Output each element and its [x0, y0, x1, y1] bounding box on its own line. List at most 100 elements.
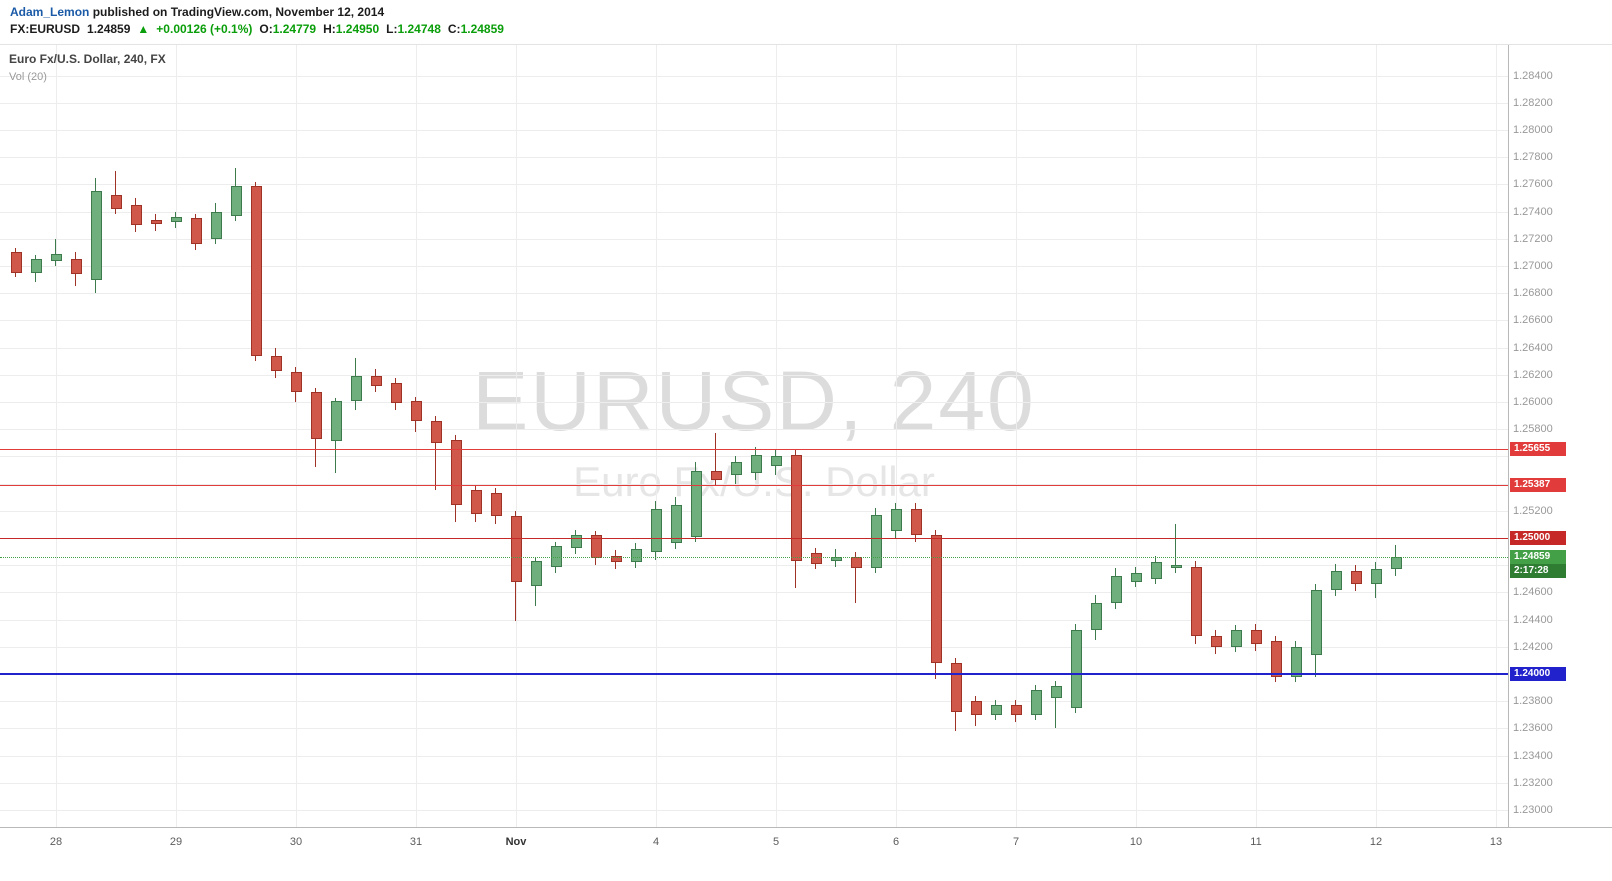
- h-gridline: [0, 375, 1508, 376]
- time-tick-label: Nov: [505, 836, 527, 848]
- h-gridline: [0, 592, 1508, 593]
- h-gridline: [0, 348, 1508, 349]
- countdown-timer: 2:17:28: [1510, 564, 1566, 578]
- price-line[interactable]: [0, 673, 1508, 675]
- candle-up: [231, 186, 242, 216]
- candle-up: [731, 462, 742, 475]
- time-tick-label: 13: [1489, 836, 1503, 848]
- up-arrow-icon: ▲: [137, 22, 150, 36]
- axis-price-tag: 1.25655: [1510, 442, 1566, 456]
- candle-wick: [715, 433, 716, 486]
- quote-close: C:1.24859: [448, 22, 504, 36]
- candle-up: [1111, 576, 1122, 603]
- candle-wick: [1055, 681, 1056, 728]
- price-tick-label: 1.28400: [1513, 70, 1553, 82]
- price-tick-label: 1.23400: [1513, 750, 1553, 762]
- candle-up: [871, 515, 882, 568]
- candle-down: [851, 557, 862, 568]
- candle-down: [111, 195, 122, 209]
- candle-down: [71, 259, 82, 274]
- v-gridline: [56, 45, 57, 827]
- h-gridline: [0, 76, 1508, 77]
- v-gridline: [516, 45, 517, 827]
- v-gridline: [1256, 45, 1257, 827]
- candle-down: [971, 701, 982, 715]
- candle-up: [651, 509, 662, 552]
- candle-down: [1191, 567, 1202, 636]
- publish-text: published on TradingView.com, November 1…: [92, 5, 385, 19]
- time-tick-label: 6: [892, 836, 900, 848]
- time-axis[interactable]: 28 29 30 31 Nov 4 5 6 7 10 11 12 13: [0, 827, 1612, 881]
- h-gridline: [0, 511, 1508, 512]
- high-value: 1.24950: [335, 22, 380, 36]
- price-line[interactable]: [0, 538, 1508, 539]
- price-tick-label: 1.27200: [1513, 233, 1553, 245]
- low-value: 1.24748: [397, 22, 441, 36]
- candle-up: [1031, 690, 1042, 715]
- candle-up: [1371, 569, 1382, 584]
- h-gridline: [0, 103, 1508, 104]
- time-tick-label: 30: [289, 836, 303, 848]
- h-gridline: [0, 701, 1508, 702]
- candle-up: [211, 212, 222, 239]
- price-tick-label: 1.23200: [1513, 777, 1553, 789]
- price-line[interactable]: [0, 449, 1508, 450]
- candle-up: [91, 191, 102, 280]
- candle-down: [291, 372, 302, 392]
- candle-wick: [55, 239, 56, 266]
- price-tick-label: 1.23000: [1513, 804, 1553, 816]
- h-gridline: [0, 130, 1508, 131]
- candle-wick: [435, 416, 436, 490]
- candle-down: [271, 356, 282, 371]
- candle-down: [411, 401, 422, 421]
- candle-wick: [855, 552, 856, 603]
- author-link[interactable]: Adam_Lemon: [10, 5, 90, 19]
- v-gridline: [1376, 45, 1377, 827]
- h-gridline: [0, 184, 1508, 185]
- candle-up: [891, 509, 902, 531]
- quote-open: O:1.24779: [259, 22, 316, 36]
- candle-up: [1091, 603, 1102, 630]
- candle-down: [491, 493, 502, 516]
- v-gridline: [1016, 45, 1017, 827]
- candle-wick: [1175, 524, 1176, 573]
- low-label: L:: [386, 22, 398, 36]
- candle-up: [691, 471, 702, 537]
- candle-down: [911, 509, 922, 535]
- candle-down: [151, 220, 162, 224]
- h-gridline: [0, 620, 1508, 621]
- price-tick-label: 1.28000: [1513, 124, 1553, 136]
- v-gridline: [1496, 45, 1497, 827]
- candle-down: [1351, 571, 1362, 584]
- h-gridline: [0, 239, 1508, 240]
- candle-down: [191, 218, 202, 244]
- price-tick-label: 1.26600: [1513, 314, 1553, 326]
- h-gridline: [0, 402, 1508, 403]
- price-tick-label: 1.27400: [1513, 206, 1553, 218]
- open-value: 1.24779: [272, 22, 317, 36]
- candle-up: [1231, 630, 1242, 647]
- price-tick-label: 1.26200: [1513, 369, 1553, 381]
- time-tick-label: 5: [772, 836, 780, 848]
- candle-up: [331, 401, 342, 441]
- price-axis[interactable]: 1.28400 1.28200 1.28000 1.27800 1.27600 1.274…: [1508, 45, 1612, 827]
- chart-pane[interactable]: EURUSD, 240 Euro Fx/U.S. Dollar Euro Fx/…: [0, 45, 1508, 827]
- v-gridline: [176, 45, 177, 827]
- candle-up: [551, 546, 562, 567]
- candle-up: [1311, 590, 1322, 655]
- chart-region: EURUSD, 240 Euro Fx/U.S. Dollar Euro Fx/…: [0, 44, 1612, 881]
- price-tick-label: 1.25200: [1513, 505, 1553, 517]
- price-line[interactable]: [0, 485, 1508, 486]
- h-gridline: [0, 728, 1508, 729]
- time-tick-label: 11: [1250, 836, 1262, 848]
- axis-price-tag: 1.25000: [1510, 531, 1566, 545]
- time-tick-label: 28: [49, 836, 63, 848]
- candle-wick: [115, 171, 116, 214]
- price-tick-label: 1.24400: [1513, 614, 1553, 626]
- quote-last: 1.24859: [87, 22, 131, 36]
- candle-down: [1211, 636, 1222, 647]
- candle-down: [711, 471, 722, 480]
- candle-down: [1251, 630, 1262, 644]
- current-price-tag: 1.24859: [1510, 550, 1566, 564]
- v-gridline: [776, 45, 777, 827]
